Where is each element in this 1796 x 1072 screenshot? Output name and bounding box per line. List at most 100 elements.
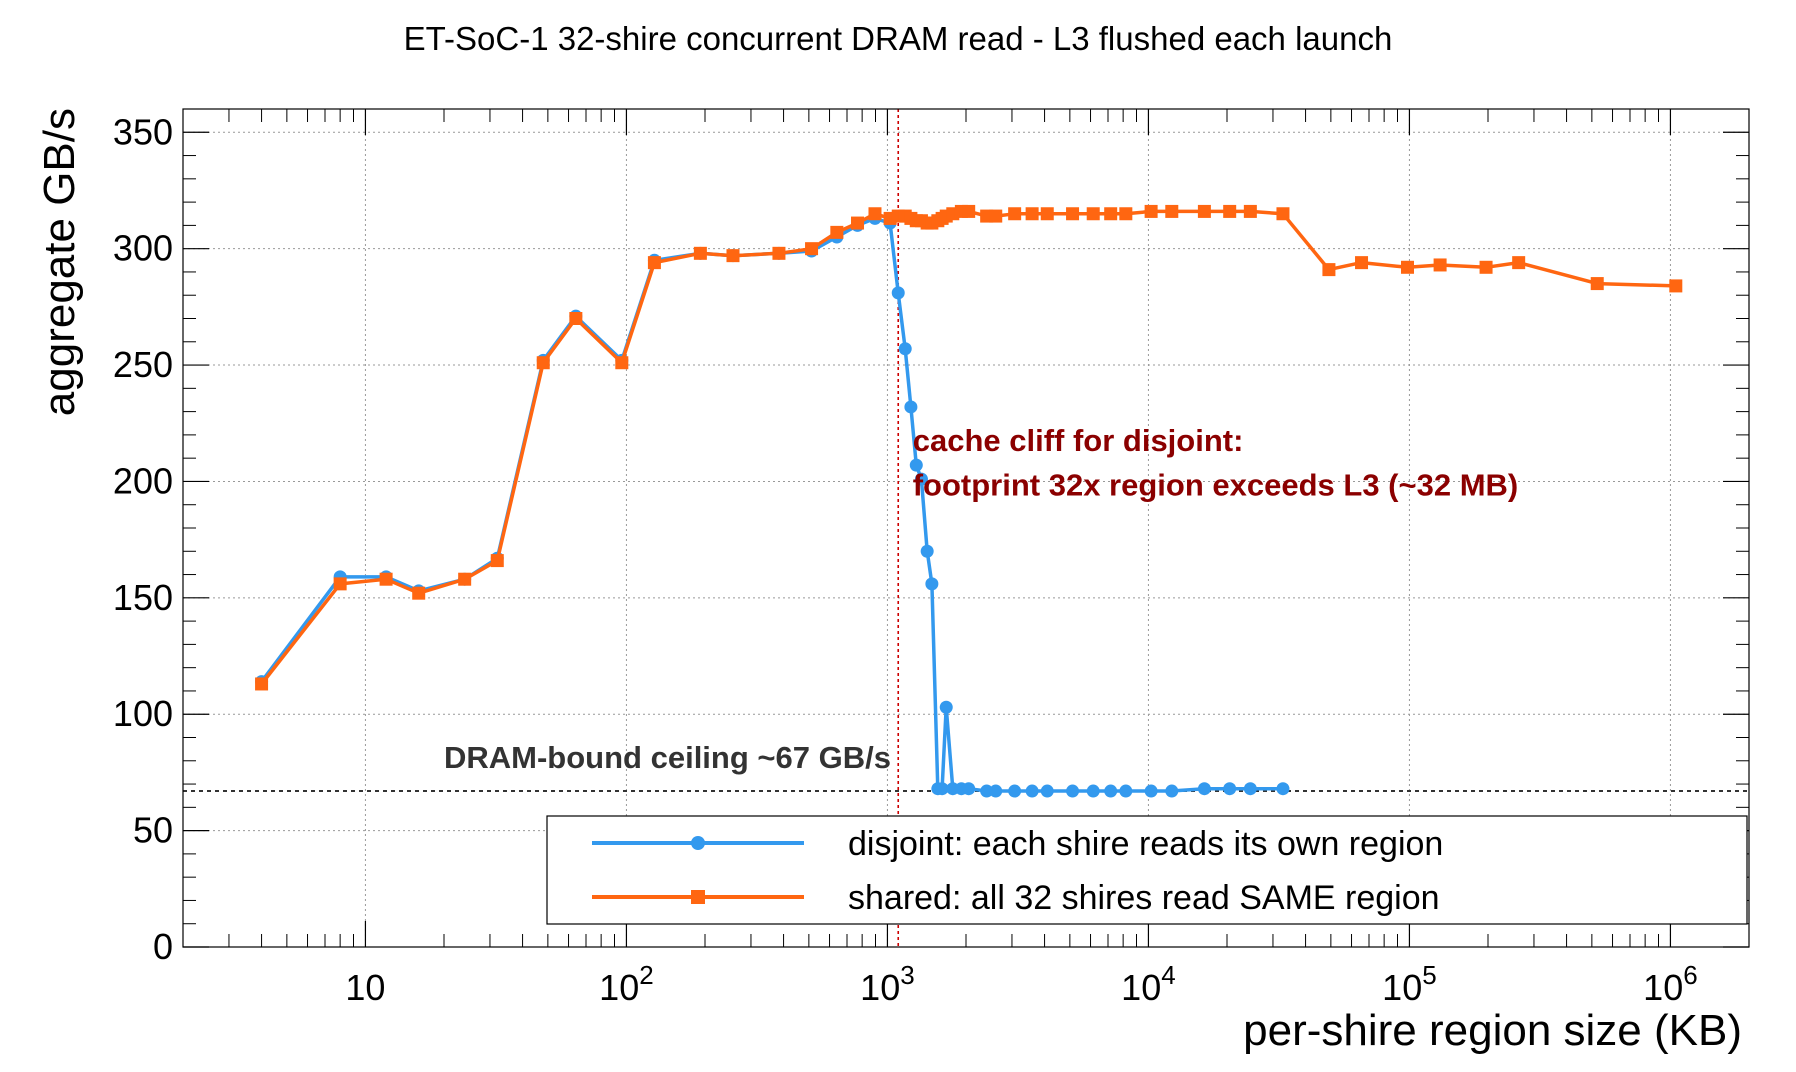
data-point-disjoint [1276,782,1290,796]
data-point-disjoint [1223,782,1237,796]
data-point-shared [458,572,472,586]
data-point-disjoint [1025,784,1039,798]
data-point-shared [379,572,393,586]
data-point-shared [1104,207,1118,221]
y-tick-labels: 0 50 100 150 200 250 300 350 [113,111,173,967]
data-point-shared [851,216,865,230]
data-point-shared [1144,204,1158,218]
legend-marker-shared [691,890,705,904]
y-tick-label: 350 [113,111,173,152]
data-point-shared [962,204,976,218]
data-point-shared [830,225,844,239]
series-shared [255,204,1683,691]
y-tick-label: 0 [153,926,173,967]
y-tick-label: 250 [113,344,173,385]
data-point-shared [772,246,786,260]
data-point-disjoint [1066,784,1080,798]
data-point-disjoint [1104,784,1118,798]
y-axis-title: aggregate GB/s [35,108,84,416]
data-point-shared [1008,207,1022,221]
data-point-disjoint [925,577,939,591]
annotations: DRAM-bound ceiling ~67 GB/s cache cliff f… [444,423,1518,775]
data-point-shared [255,677,269,691]
data-point-shared [615,356,629,370]
data-point-shared [1086,207,1100,221]
data-point-shared [805,242,819,256]
x-tick-label: 105 [1382,960,1437,1008]
legend-box [546,815,1748,925]
data-point-disjoint [904,400,918,414]
data-point-shared [1479,260,1493,274]
data-point-shared [1590,277,1604,291]
data-point-shared [1322,263,1336,277]
x-axis-title: per-shire region size (KB) [1243,1006,1742,1055]
data-point-shared [868,207,882,221]
data-point-shared [1669,279,1683,293]
data-point-disjoint [898,342,912,356]
data-point-shared [1066,207,1080,221]
data-point-disjoint [1008,784,1022,798]
legend-label-disjoint: disjoint: each shire reads its own regio… [848,825,1443,863]
data-point-shared [412,586,426,600]
data-point-disjoint [1144,784,1158,798]
data-point-shared [490,554,504,568]
chart-title: ET-SoC-1 32-shire concurrent DRAM read -… [404,20,1393,57]
data-point-disjoint [939,700,953,714]
x-tick-label: 103 [860,960,915,1008]
y-tick-label: 100 [113,693,173,734]
data-point-disjoint [1119,784,1133,798]
y-tick-label: 150 [113,577,173,618]
data-point-disjoint [1165,784,1179,798]
data-point-shared [989,209,1003,223]
data-point-shared [1223,204,1237,218]
data-point-shared [1512,256,1526,270]
data-point-shared [569,312,583,325]
data-point-disjoint [980,784,994,798]
data-point-shared [1165,204,1179,218]
data-point-shared [536,356,550,370]
data-point-disjoint [909,458,923,472]
data-point-shared [1355,256,1369,270]
cache-cliff-annotation-line2: footprint 32x region exceeds L3 (~32 MB) [913,467,1519,502]
data-point-shared [1400,260,1414,274]
data-point-disjoint [1243,782,1257,796]
data-point-disjoint [989,784,1003,798]
legend: disjoint: each shire reads its own regio… [546,815,1748,925]
x-tick-labels: 10 102 103 104 105 106 [345,960,1697,1008]
data-point-shared [1025,207,1039,221]
series [255,204,1683,798]
y-tick-label: 200 [113,460,173,501]
x-tick-label: 10 [345,967,385,1008]
x-tick-label: 102 [599,960,654,1008]
data-point-shared [1276,207,1290,221]
data-point-shared [1040,207,1054,221]
cache-cliff-annotation-line1: cache cliff for disjoint: [913,423,1244,458]
data-point-disjoint [962,782,976,796]
data-point-shared [693,246,707,260]
data-point-disjoint [1040,784,1054,798]
grid [183,109,1749,947]
y-tick-label: 50 [133,810,173,851]
legend-label-shared: shared: all 32 shires read SAME region [848,879,1440,917]
data-point-shared [1197,204,1211,218]
data-point-disjoint [935,782,949,796]
data-point-shared [726,249,740,263]
data-point-shared [1243,204,1257,218]
data-point-disjoint [1197,782,1211,796]
legend-marker-disjoint [691,836,705,850]
x-tick-label: 106 [1643,960,1698,1008]
data-point-shared [333,577,347,591]
reference-lines [183,109,1749,947]
x-tick-label: 104 [1121,960,1176,1008]
data-point-shared [647,256,661,270]
data-point-shared [1433,258,1447,272]
y-tick-label: 300 [113,228,173,269]
data-point-disjoint [920,544,934,558]
dram-ceiling-annotation: DRAM-bound ceiling ~67 GB/s [444,740,891,775]
axis-ticks [182,108,1750,948]
data-point-disjoint [1086,784,1100,798]
data-point-disjoint [914,472,928,486]
data-point-disjoint [891,286,905,300]
data-point-shared [1119,207,1133,221]
